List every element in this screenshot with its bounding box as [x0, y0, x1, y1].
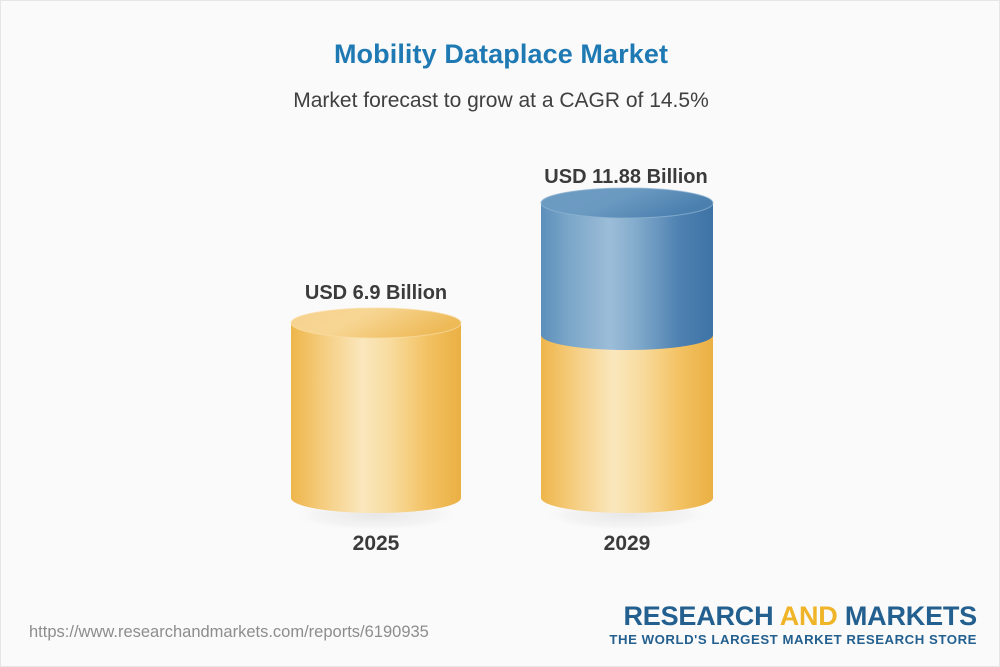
bar-2029-value-label: USD 11.88 Billion — [544, 166, 708, 188]
bar-2025[interactable] — [288, 307, 464, 532]
bar-2025-top-rim — [290, 307, 462, 339]
page-title: Mobility Dataplace Market — [333, 39, 669, 69]
bar-2025-body — [291, 323, 461, 513]
category-label-2025: 2025 — [352, 532, 400, 555]
brand-logo[interactable]: RESEARCH AND MARKETS THE WORLD'S LARGEST… — [609, 602, 977, 648]
brand-word-markets: MARKETS — [837, 601, 977, 631]
source-url[interactable]: https://www.researchandmarkets.com/repor… — [29, 623, 429, 641]
bar-2025-value-label: USD 6.9 Billion — [304, 282, 448, 304]
bar-2029-top-rim — [540, 187, 714, 219]
bar-2029-segment-growth — [541, 203, 713, 350]
category-label-2029: 2029 — [603, 532, 651, 555]
bar-2025-top-cap — [291, 308, 461, 338]
brand-word-and: AND — [779, 601, 838, 631]
brand-wordmark: RESEARCH AND MARKETS — [609, 602, 977, 630]
bar-2029[interactable] — [539, 187, 715, 532]
bar-2029-segment-base — [541, 335, 713, 513]
brand-tagline: THE WORLD'S LARGEST MARKET RESEARCH STOR… — [609, 632, 977, 648]
brand-word-research: RESEARCH — [623, 601, 780, 631]
bar-2029-top-cap — [541, 188, 713, 218]
chart-subtitle: Market forecast to grow at a CAGR of 14.… — [293, 89, 709, 112]
